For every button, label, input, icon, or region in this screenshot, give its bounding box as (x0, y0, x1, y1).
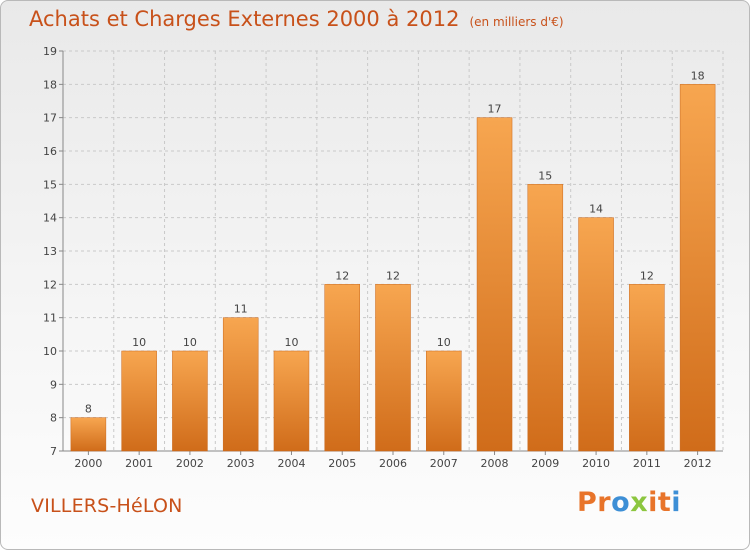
y-tick-label: 15 (43, 178, 57, 191)
data-label: 18 (691, 69, 705, 82)
x-tick-label: 2006 (379, 457, 407, 470)
bar (476, 117, 513, 452)
data-label: 8 (85, 403, 92, 416)
x-tick-label: 2012 (684, 457, 712, 470)
y-tick-label: 14 (43, 212, 57, 225)
x-tick-label: 2000 (74, 457, 102, 470)
x-tick-label: 2011 (633, 457, 661, 470)
data-label: 11 (234, 303, 248, 316)
chart-unit: (en milliers d'€) (469, 15, 564, 29)
bar (121, 350, 157, 452)
data-label: 10 (183, 336, 197, 349)
y-tick-label: 12 (43, 278, 57, 291)
logo-letter: i (648, 487, 658, 518)
bar (70, 417, 107, 452)
y-tick-label: 10 (43, 345, 57, 358)
y-tick-label: 18 (43, 78, 57, 91)
logo-letter: t (657, 487, 672, 518)
data-label: 12 (386, 269, 400, 282)
y-tick-label: 11 (43, 312, 57, 325)
x-tick-label: 2009 (531, 457, 559, 470)
logo-letter: x (630, 487, 649, 518)
data-label: 10 (437, 336, 451, 349)
data-label: 10 (132, 336, 146, 349)
chart-title-block: Achats et Charges Externes 2000 à 2012 (e… (29, 7, 564, 31)
data-label: 10 (284, 336, 298, 349)
location-name: VILLERS-HéLON (31, 495, 183, 517)
x-tick-label: 2001 (125, 457, 153, 470)
bar (527, 184, 564, 452)
logo-letter: o (611, 487, 631, 518)
logo-letter: r (597, 487, 612, 518)
x-tick-label: 2005 (328, 457, 356, 470)
y-tick-label: 17 (43, 112, 57, 125)
data-label: 15 (538, 169, 552, 182)
bar (324, 284, 360, 452)
bar (375, 284, 411, 452)
data-label: 12 (640, 269, 654, 282)
y-tick-label: 16 (43, 145, 57, 158)
logo-letter: i (671, 487, 682, 518)
labels: 7 8 9 10 11 12 13 14 15 16 17 18 19 8 2000 10 2001 10 2002… (43, 45, 712, 470)
bar (426, 350, 462, 452)
x-tick-label: 2007 (430, 457, 458, 470)
y-tick-label: 9 (50, 378, 57, 391)
x-tick-label: 2004 (277, 457, 305, 470)
bar (629, 284, 665, 452)
bar (172, 350, 208, 452)
y-tick-label: 13 (43, 245, 57, 258)
logo-letter: P (577, 487, 598, 518)
y-tick-label: 8 (50, 412, 57, 425)
y-tick-label: 19 (43, 45, 57, 58)
proxiti-logo[interactable]: Proxiti (577, 487, 681, 518)
chart-title: Achats et Charges Externes 2000 à 2012 (29, 7, 460, 31)
x-tick-label: 2008 (481, 457, 509, 470)
data-label: 14 (589, 203, 603, 216)
data-label: 17 (488, 103, 502, 116)
bars (70, 84, 716, 452)
y-tick-label: 7 (50, 445, 57, 458)
x-tick-label: 2002 (176, 457, 204, 470)
bar (222, 317, 259, 452)
data-label: 12 (335, 269, 349, 282)
bar (679, 84, 716, 452)
bar (273, 350, 310, 452)
x-tick-label: 2010 (582, 457, 610, 470)
x-tick-label: 2003 (227, 457, 255, 470)
bar (578, 217, 614, 452)
